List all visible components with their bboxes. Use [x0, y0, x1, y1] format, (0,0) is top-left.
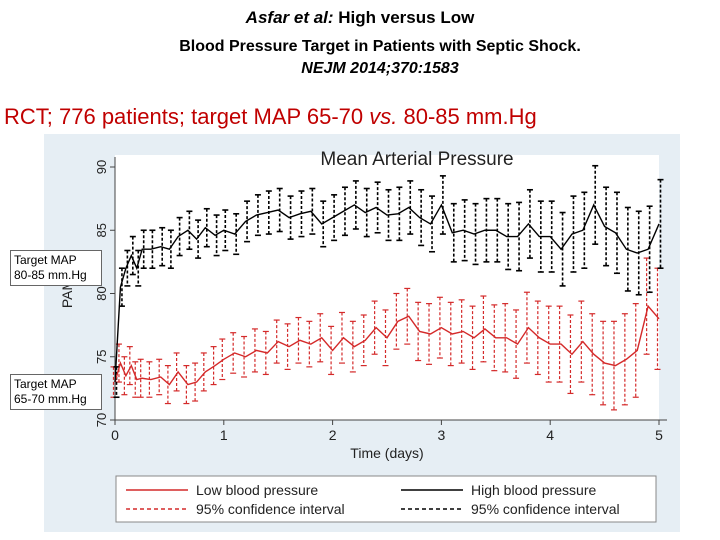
legend-label: Low blood pressure	[196, 482, 318, 498]
y-tick-label: 75	[94, 350, 109, 364]
y-tick-label: 80	[94, 286, 109, 300]
legend-box	[115, 475, 657, 523]
x-tick-label: 3	[438, 427, 446, 443]
title-line1-text: High versus Low	[338, 8, 475, 27]
legend-label: 95% confidence interval	[471, 501, 620, 517]
legend-label: High blood pressure	[471, 482, 597, 498]
x-tick-label: 0	[111, 427, 119, 443]
y-tick-label: 85	[94, 223, 109, 237]
x-axis-title: Time (days)	[350, 445, 423, 461]
study-summary-banner: RCT; 776 patients; target MAP 65-70 vs. …	[4, 104, 537, 130]
banner-vs: vs.	[369, 104, 398, 129]
map-line-chart: Mean Arterial Pressure 70 75 80 85 90 0 1 2 3 4 5 Ti…	[44, 134, 680, 532]
x-tick-label: 4	[546, 427, 554, 443]
authors-text: Asfar et al:	[245, 8, 334, 27]
legend-label: 95% confidence interval	[196, 501, 345, 517]
high-target-label-line2: 80-85 mm.Hg	[14, 268, 87, 282]
slide-title-line2: Blood Pressure Target in Patients with S…	[179, 38, 581, 55]
high-bp-series-line	[114, 203, 660, 383]
y-tick-label: 70	[94, 413, 109, 427]
x-tick-label: 1	[220, 427, 228, 443]
x-tick-label: 2	[329, 427, 337, 443]
x-tick-label: 5	[655, 427, 663, 443]
banner-suffix: 80-85 mm.Hg	[397, 104, 537, 129]
banner-prefix: RCT; 776 patients; target MAP 65-70	[4, 104, 370, 129]
chart-title: Mean Arterial Pressure	[320, 149, 513, 170]
low-target-label-line2: 65-70 mm.Hg	[14, 392, 87, 406]
slide-title-line1: Asfar et al: High versus Low	[0, 8, 720, 28]
low-bp-series-line	[114, 304, 660, 386]
citation-text: NEJM 2014;370:1583	[301, 60, 459, 77]
low-target-label-line1: Target MAP	[14, 377, 77, 391]
high-target-label-line1: Target MAP	[14, 253, 77, 267]
low-target-label: Target MAP 65-70 mm.Hg	[10, 374, 102, 410]
plot-area	[115, 155, 659, 420]
y-axis-title: PAM	[59, 279, 75, 308]
chart-container: Mean Arterial Pressure 70 75 80 85 90 0 1 2 3 4 5 Ti…	[44, 134, 680, 532]
y-tick-label: 90	[94, 160, 109, 174]
high-target-label: Target MAP 80-85 mm.Hg	[10, 250, 102, 286]
